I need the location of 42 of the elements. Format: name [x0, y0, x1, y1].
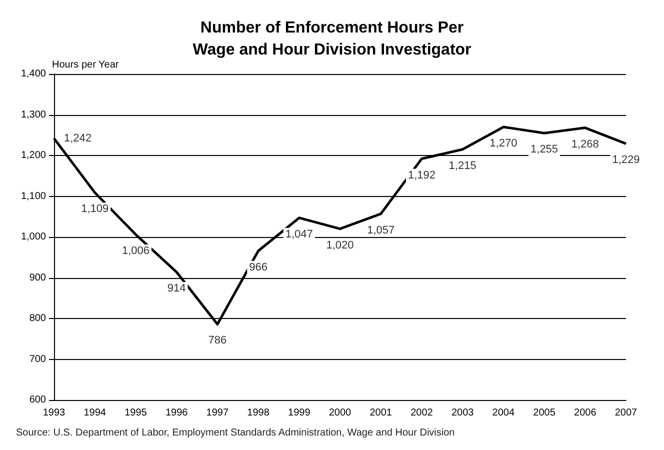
x-tick-label: 1999 — [288, 408, 311, 418]
y-tick-label: 1,100 — [20, 190, 46, 202]
chart-title: Number of Enforcement Hours Per Wage and Hour Division Investigator — [192, 20, 472, 58]
data-label: 1,006 — [122, 245, 150, 258]
y-tick-label: 600 — [29, 394, 46, 406]
data-label: 966 — [249, 261, 268, 274]
data-label: 1,242 — [64, 132, 92, 144]
x-tick-label: 2002 — [410, 408, 434, 418]
data-label: 914 — [167, 282, 186, 295]
x-tick-label: 1998 — [247, 408, 270, 418]
data-label: 1,057 — [367, 224, 395, 236]
x-tick-label: 1993 — [42, 408, 66, 418]
x-tick-label: 2000 — [328, 408, 352, 418]
data-label: 1,229 — [612, 154, 640, 166]
y-tick-label: 700 — [29, 354, 46, 365]
y-axis-title: Hours per Year — [52, 60, 120, 70]
x-tick-label: 1996 — [165, 408, 188, 418]
data-label: 1,270 — [490, 137, 518, 150]
y-tick-label: 900 — [29, 272, 46, 284]
x-tick-label: 2004 — [492, 408, 515, 418]
data-label: 1,215 — [448, 160, 476, 172]
data-label: 1,268 — [571, 138, 599, 150]
y-tick-label: 1,200 — [20, 150, 46, 161]
x-tick-label: 2005 — [533, 408, 556, 418]
x-tick-label: 2006 — [574, 408, 597, 418]
y-tick-label: 1,000 — [20, 232, 46, 242]
x-tick-label: 2007 — [614, 408, 638, 418]
y-tick-label: 1,400 — [20, 68, 46, 80]
y-tick-label: 800 — [29, 313, 46, 324]
x-tick-label: 1995 — [124, 408, 148, 418]
y-tick-label: 1,300 — [20, 109, 46, 120]
x-tick-label: 2003 — [451, 408, 474, 418]
data-label: 1,192 — [408, 169, 436, 182]
data-label: 1,109 — [81, 203, 109, 216]
source-note: Source: U.S. Department of Labor, Employment Standards Administration, Wage and Hour Division — [16, 428, 455, 438]
data-label: 1,255 — [530, 144, 558, 156]
data-label: 786 — [208, 334, 227, 347]
x-tick-label: 2001 — [370, 408, 392, 418]
data-label: 1,020 — [326, 239, 354, 252]
x-tick-label: 1994 — [84, 408, 106, 418]
x-tick-label: 1997 — [206, 408, 229, 418]
data-label: 1,047 — [285, 228, 313, 240]
